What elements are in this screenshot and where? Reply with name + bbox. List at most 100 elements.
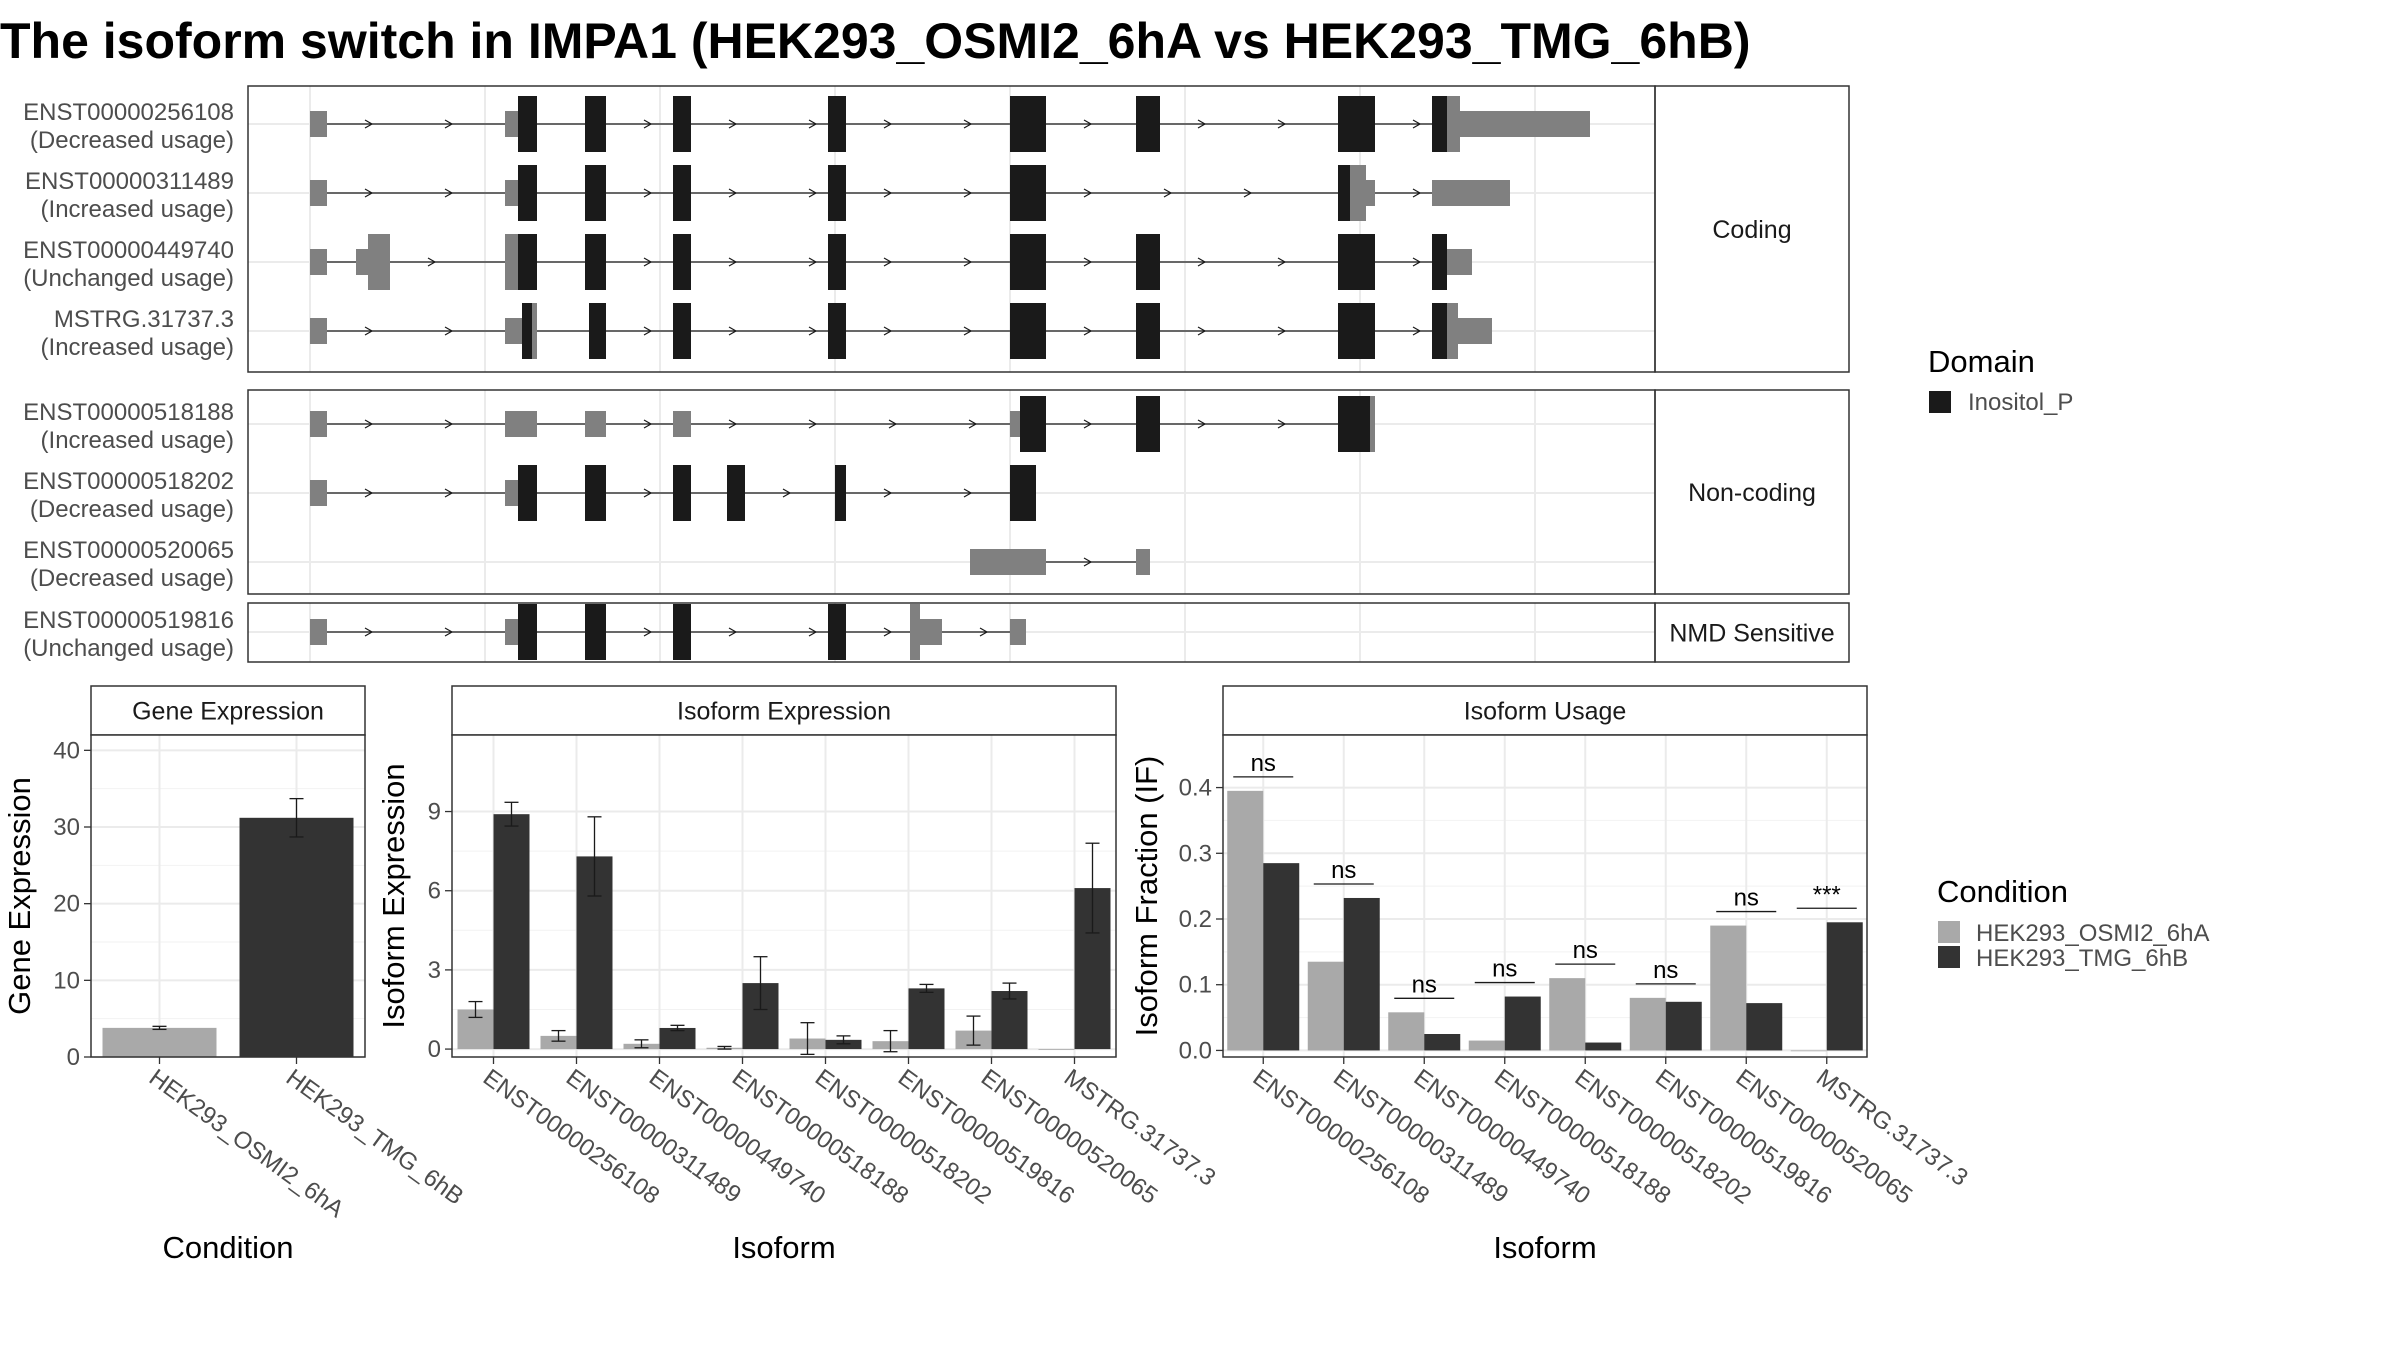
intron-arrow bbox=[444, 119, 454, 129]
intron-arrow bbox=[1412, 257, 1422, 267]
utr-exon bbox=[356, 249, 368, 275]
transcript-usage-label: (Increased usage) bbox=[41, 334, 234, 361]
bar bbox=[1710, 925, 1747, 1051]
significance-label: ns bbox=[1331, 857, 1356, 884]
bar bbox=[1665, 1001, 1702, 1051]
significance-label: ns bbox=[1653, 957, 1678, 984]
utr-exon bbox=[368, 234, 390, 290]
panel-title: Isoform Expression bbox=[677, 698, 891, 726]
domain-exon bbox=[585, 234, 606, 290]
y-tick-label: 30 bbox=[53, 814, 80, 841]
intron-arrow bbox=[1083, 257, 1093, 267]
domain-exon bbox=[1010, 303, 1046, 359]
intron-arrow bbox=[963, 257, 973, 267]
intron-arrow bbox=[888, 419, 898, 429]
bar bbox=[239, 817, 354, 1057]
intron-arrow bbox=[963, 188, 973, 198]
transcript-row: ENST00000311489(Increased usage) bbox=[25, 165, 1510, 223]
utr-exon bbox=[1460, 111, 1590, 137]
intron-arrow bbox=[364, 119, 374, 129]
utr-exon bbox=[505, 180, 518, 206]
transcript-usage-label: (Increased usage) bbox=[41, 196, 234, 223]
domain-exon bbox=[585, 96, 606, 152]
intron-arrow bbox=[883, 488, 893, 498]
domain-exon bbox=[673, 165, 691, 221]
intron-arrow bbox=[1083, 119, 1093, 129]
intron-arrow bbox=[444, 419, 454, 429]
group-strip bbox=[1654, 602, 1850, 663]
utr-exon bbox=[532, 303, 537, 359]
domain-exon bbox=[828, 604, 846, 660]
isoform-expression-panel: Isoform Expression0369ENST00000256108ENS… bbox=[376, 685, 1221, 1265]
x-axis-title: Isoform bbox=[1493, 1230, 1596, 1265]
domain-exon bbox=[1432, 234, 1447, 290]
intron-arrow bbox=[968, 419, 978, 429]
intron-arrow bbox=[1197, 419, 1207, 429]
intron-arrow bbox=[643, 326, 653, 336]
transcript-row: ENST00000518188(Increased usage) bbox=[23, 396, 1375, 454]
significance-label: ns bbox=[1251, 750, 1276, 777]
intron-arrow bbox=[1277, 326, 1287, 336]
x-axis-title: Condition bbox=[163, 1230, 294, 1265]
y-axis-title: Isoform Fraction (IF) bbox=[1129, 756, 1164, 1037]
intron-arrow bbox=[643, 627, 653, 637]
domain-exon bbox=[828, 165, 846, 221]
y-tick-label: 0.4 bbox=[1179, 775, 1212, 802]
utr-exon bbox=[310, 249, 327, 275]
intron-arrow bbox=[364, 419, 374, 429]
intron-arrow bbox=[728, 119, 738, 129]
domain-exon bbox=[1010, 165, 1046, 221]
utr-exon bbox=[585, 411, 606, 437]
domain-exon bbox=[518, 604, 537, 660]
utr-exon bbox=[1447, 303, 1458, 359]
domain-exon bbox=[1136, 396, 1160, 452]
domain-exon bbox=[835, 465, 846, 521]
transcript-row: ENST00000519816(Unchanged usage) bbox=[23, 604, 1026, 662]
bar bbox=[991, 991, 1028, 1050]
intron-arrow bbox=[444, 188, 454, 198]
intron-arrow bbox=[963, 119, 973, 129]
domain-legend-key bbox=[1929, 391, 1951, 413]
transcript-group: Non-coding ENST00000518188(Increased usag… bbox=[23, 389, 1850, 595]
y-tick-label: 3 bbox=[428, 957, 441, 984]
condition-legend-title: Condition bbox=[1937, 874, 2068, 909]
group-panel-border bbox=[247, 85, 1656, 373]
transcript-row: ENST00000449740(Unchanged usage) bbox=[23, 234, 1472, 292]
bar bbox=[1424, 1034, 1461, 1051]
panel-title: Gene Expression bbox=[132, 698, 324, 726]
intron-arrow bbox=[444, 326, 454, 336]
intron-arrow bbox=[1277, 119, 1287, 129]
utr-exon bbox=[505, 480, 518, 506]
utr-exon bbox=[1432, 180, 1510, 206]
utr-exon bbox=[1010, 619, 1026, 645]
significance-label: ns bbox=[1412, 971, 1437, 998]
y-tick-label: 0 bbox=[67, 1044, 80, 1071]
utr-exon bbox=[1458, 318, 1492, 344]
intron-arrow bbox=[728, 627, 738, 637]
transcript-id-label: ENST00000520065 bbox=[23, 537, 234, 564]
transcript-usage-label: (Increased usage) bbox=[41, 427, 234, 454]
domain-exon bbox=[1338, 234, 1375, 290]
domain-exon bbox=[1010, 234, 1046, 290]
intron-arrow bbox=[364, 627, 374, 637]
intron-arrow bbox=[883, 326, 893, 336]
transcript-usage-label: (Unchanged usage) bbox=[23, 635, 234, 662]
transcript-id-label: ENST00000311489 bbox=[25, 168, 234, 195]
transcript-id-label: ENST00000518202 bbox=[23, 468, 234, 495]
domain-exon bbox=[1020, 396, 1046, 452]
x-axis-title: Isoform bbox=[732, 1230, 835, 1265]
utr-exon bbox=[310, 111, 327, 137]
intron-arrow bbox=[808, 257, 818, 267]
significance-label: *** bbox=[1813, 881, 1841, 908]
group-panel-bg bbox=[248, 86, 1655, 372]
intron-arrow bbox=[643, 488, 653, 498]
intron-arrow bbox=[883, 257, 893, 267]
intron-arrow bbox=[444, 627, 454, 637]
group-strip bbox=[1654, 85, 1850, 373]
intron-arrow bbox=[979, 627, 989, 637]
group-panel-border bbox=[247, 389, 1656, 595]
intron-arrow bbox=[808, 627, 818, 637]
utr-exon bbox=[505, 234, 518, 290]
intron-arrow bbox=[1083, 326, 1093, 336]
